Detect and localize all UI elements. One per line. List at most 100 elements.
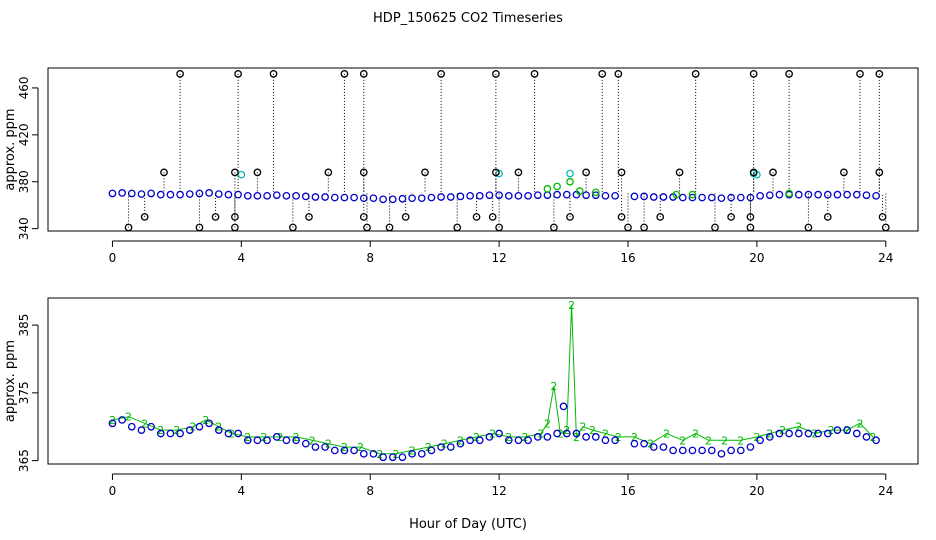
data-point xyxy=(234,190,242,199)
data-point xyxy=(840,168,848,177)
data-point xyxy=(727,446,735,455)
data-point xyxy=(524,436,532,445)
x-tick-label: 12 xyxy=(491,484,506,498)
data-point xyxy=(292,436,300,445)
data-point xyxy=(624,223,632,232)
data-point xyxy=(379,453,387,462)
data-point xyxy=(253,168,262,177)
data-point xyxy=(118,416,126,424)
data-point xyxy=(711,223,719,232)
data-point xyxy=(514,436,523,445)
data-point xyxy=(263,436,271,445)
data-point xyxy=(437,70,445,78)
data-point xyxy=(301,439,310,448)
data-point xyxy=(862,433,871,441)
data-point xyxy=(427,446,436,455)
x-tick-label: 4 xyxy=(238,251,246,265)
data-point-label: 2 xyxy=(376,448,383,461)
data-point-label: 2 xyxy=(125,411,132,424)
data-point-label: 2 xyxy=(663,428,670,441)
data-point-label: 2 xyxy=(173,424,180,437)
data-point xyxy=(591,433,600,441)
data-point xyxy=(475,436,484,445)
data-point xyxy=(369,194,378,203)
data-point xyxy=(243,436,252,445)
data-point xyxy=(746,223,755,232)
data-point xyxy=(553,182,561,191)
data-point xyxy=(492,168,500,177)
data-point xyxy=(243,191,252,200)
x-tick-label: 20 xyxy=(749,484,764,498)
data-point xyxy=(669,446,677,455)
data-point xyxy=(717,449,726,458)
data-point xyxy=(688,446,697,455)
y-axis-label: approx. ppm xyxy=(3,108,18,190)
data-point-label: 2 xyxy=(753,431,760,444)
data-point xyxy=(672,190,681,199)
data-point xyxy=(833,426,842,434)
data-point xyxy=(108,419,117,428)
data-point xyxy=(437,443,445,451)
data-point xyxy=(746,443,755,451)
data-point xyxy=(321,443,329,451)
data-point xyxy=(691,70,700,78)
data-point-label: 2 xyxy=(325,438,332,451)
data-point xyxy=(804,429,813,438)
data-point xyxy=(446,193,455,201)
data-point-label: 2 xyxy=(521,431,528,444)
data-point-label: 2 xyxy=(489,428,496,441)
x-tick-label: 12 xyxy=(491,251,506,265)
data-point-label: 2 xyxy=(202,414,209,427)
data-point xyxy=(678,446,687,455)
data-point-label: 2 xyxy=(441,438,448,451)
data-point xyxy=(472,213,481,221)
data-point xyxy=(272,191,281,200)
data-point xyxy=(388,453,397,462)
x-tick-label: 24 xyxy=(878,484,893,498)
data-point xyxy=(630,192,639,201)
data-point xyxy=(688,190,697,199)
data-point xyxy=(147,189,155,198)
y-tick-label: 385 xyxy=(17,314,31,337)
data-point xyxy=(765,191,774,200)
data-point xyxy=(553,429,561,438)
data-point xyxy=(559,402,568,411)
data-point xyxy=(421,168,429,177)
data-point xyxy=(301,192,310,201)
data-point xyxy=(775,429,784,438)
data-point xyxy=(591,191,600,200)
data-point xyxy=(727,213,735,221)
data-point xyxy=(862,191,871,200)
data-point-label: 2 xyxy=(602,428,609,441)
x-axis-label: Hour of Day (UTC) xyxy=(409,517,527,532)
data-point xyxy=(311,443,320,451)
data-point xyxy=(749,168,758,177)
data-point xyxy=(875,168,884,177)
data-point xyxy=(195,223,204,232)
data-point xyxy=(504,436,513,445)
data-point xyxy=(765,433,774,441)
data-point xyxy=(363,223,371,232)
data-point xyxy=(533,433,542,441)
data-point xyxy=(321,193,329,201)
data-point xyxy=(553,190,561,199)
data-point-label: 2 xyxy=(425,441,432,454)
data-point xyxy=(530,70,539,78)
data-point xyxy=(160,168,168,177)
data-point xyxy=(488,213,497,221)
data-point xyxy=(746,213,755,221)
x-tick-label: 0 xyxy=(109,251,117,265)
data-point xyxy=(456,439,465,448)
data-point xyxy=(794,190,803,199)
data-point xyxy=(127,189,136,198)
data-point xyxy=(814,190,822,199)
data-point xyxy=(176,429,184,438)
data-point xyxy=(649,193,658,201)
data-point xyxy=(176,70,184,78)
data-point xyxy=(843,426,851,434)
data-point xyxy=(211,213,220,221)
data-point xyxy=(263,191,271,200)
data-point xyxy=(282,191,291,200)
data-point xyxy=(785,429,793,438)
